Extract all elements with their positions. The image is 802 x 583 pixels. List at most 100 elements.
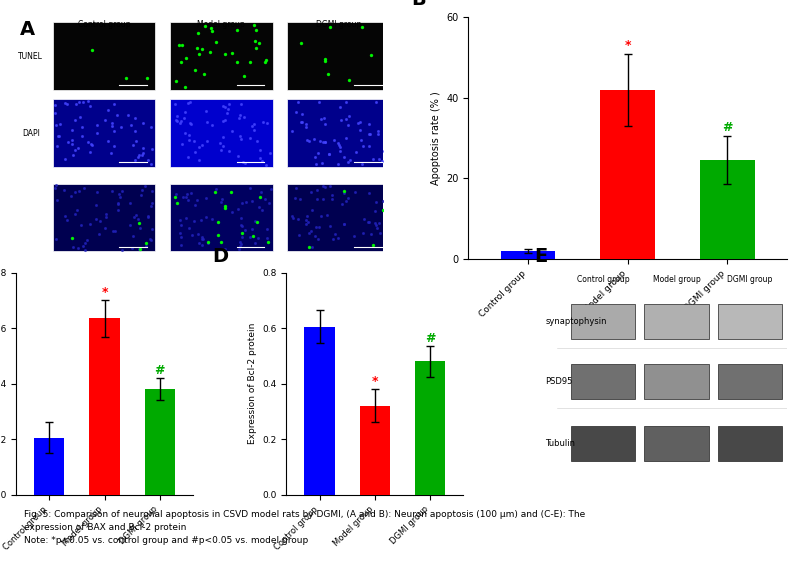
Text: Model group: Model group [652,275,699,284]
Point [363,217,375,226]
Point [201,237,214,247]
Point [234,100,247,109]
Bar [643,426,708,461]
Point [48,184,61,193]
Point [198,22,211,31]
Point [83,101,96,110]
Point [138,181,151,191]
Point [290,184,302,193]
Point [85,139,98,149]
Point [355,23,368,32]
Point [326,194,338,203]
Point [233,110,245,120]
Point [115,187,128,196]
Point [59,154,71,163]
Point [219,102,232,111]
Point [245,224,258,233]
Point [370,223,383,233]
Point [183,135,196,145]
Point [86,45,99,55]
Point [90,120,103,129]
Point [200,136,213,146]
Point [200,118,213,127]
Point [326,234,338,243]
Point [132,244,145,253]
Point [373,229,386,238]
Point [354,117,367,127]
Point [256,205,269,215]
Text: A: A [20,20,34,39]
Point [363,129,376,139]
Point [312,97,325,107]
Point [318,138,331,147]
Point [129,127,142,136]
Point [316,181,329,191]
Point [140,241,152,251]
Point [234,134,247,143]
Point [380,215,393,224]
Point [236,232,249,241]
Text: Tubulin: Tubulin [545,439,575,448]
Point [181,98,194,107]
Point [136,143,149,153]
Point [102,105,115,114]
Point [318,119,331,128]
Point [174,57,187,66]
Y-axis label: Apoptosis rate (% ): Apoptosis rate (% ) [430,91,440,185]
Point [126,244,139,253]
Point [308,152,321,161]
Point [337,152,350,161]
Y-axis label: Expression of Bcl-2 protein: Expression of Bcl-2 protein [248,323,257,444]
Point [81,97,94,106]
Point [99,212,112,222]
Point [238,225,251,234]
Point [127,141,140,150]
Point [322,149,335,159]
Point [354,135,367,145]
Point [331,160,344,169]
Point [318,137,330,146]
Point [73,112,86,121]
Point [286,127,298,136]
Point [107,142,120,151]
Point [295,109,308,118]
Point [99,223,111,233]
Point [234,239,247,248]
Point [178,82,191,92]
Point [188,217,200,226]
Point [236,222,249,231]
Point [52,131,65,141]
Point [66,135,79,145]
Point [310,235,323,244]
Point [259,160,272,170]
Point [69,115,82,125]
Point [248,238,261,247]
Bar [89,318,119,494]
Text: DAPI: DAPI [22,129,39,138]
Point [251,234,264,243]
Point [338,187,350,196]
Point [225,208,238,217]
Point [145,122,158,132]
Point [196,44,209,54]
Point [218,203,231,213]
Point [66,233,79,243]
Point [145,145,158,154]
Point [243,57,256,66]
Point [380,191,393,200]
Point [136,150,148,160]
Point [367,240,379,250]
Point [170,111,183,121]
Point [248,37,261,46]
Point [317,138,330,147]
Point [334,199,347,208]
Bar [570,426,634,461]
Point [126,231,139,241]
Point [237,158,249,167]
Text: PSD95: PSD95 [545,377,572,386]
Point [50,141,63,150]
Point [76,241,89,251]
Point [111,205,124,215]
Point [50,120,63,129]
Point [209,37,222,47]
